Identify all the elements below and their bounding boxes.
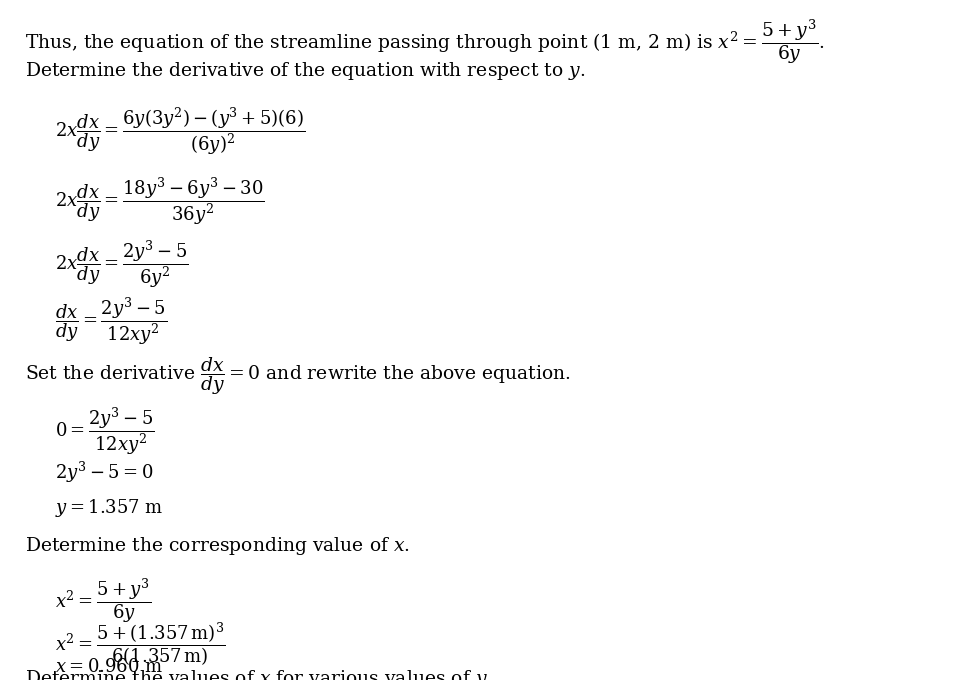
Text: $y = 1.357$ m: $y = 1.357$ m — [55, 497, 163, 519]
Text: $2x\dfrac{dx}{dy} = \dfrac{6y(3y^2)-(y^3+5)(6)}{(6y)^2}$: $2x\dfrac{dx}{dy} = \dfrac{6y(3y^2)-(y^3… — [55, 105, 305, 156]
Text: $0 = \dfrac{2y^3-5}{12xy^2}$: $0 = \dfrac{2y^3-5}{12xy^2}$ — [55, 405, 154, 457]
Text: $x^2 = \dfrac{5+y^3}{6y}$: $x^2 = \dfrac{5+y^3}{6y}$ — [55, 576, 151, 625]
Text: $2x\dfrac{dx}{dy} = \dfrac{18y^3-6y^3-30}{36y^2}$: $2x\dfrac{dx}{dy} = \dfrac{18y^3-6y^3-30… — [55, 175, 264, 226]
Text: $\dfrac{dx}{dy} = \dfrac{2y^3-5}{12xy^2}$: $\dfrac{dx}{dy} = \dfrac{2y^3-5}{12xy^2}… — [55, 295, 167, 347]
Text: $x = 0.960$ m: $x = 0.960$ m — [55, 658, 163, 676]
Text: $x^2 = \dfrac{5+(1.357\,\mathrm{m})^3}{6(1.357\,\mathrm{m})}$: $x^2 = \dfrac{5+(1.357\,\mathrm{m})^3}{6… — [55, 620, 226, 668]
Text: Thus, the equation of the streamline passing through point (1 m, 2 m) is $x^2 = : Thus, the equation of the streamline pas… — [25, 18, 824, 67]
Text: Determine the values of $x$ for various values of $y$.: Determine the values of $x$ for various … — [25, 668, 491, 680]
Text: $2y^3 - 5 = 0$: $2y^3 - 5 = 0$ — [55, 460, 153, 486]
Text: Determine the corresponding value of $x$.: Determine the corresponding value of $x$… — [25, 535, 409, 557]
Text: Determine the derivative of the equation with respect to $y$.: Determine the derivative of the equation… — [25, 60, 584, 82]
Text: $2x\dfrac{dx}{dy} = \dfrac{2y^3-5}{6y^2}$: $2x\dfrac{dx}{dy} = \dfrac{2y^3-5}{6y^2}… — [55, 238, 189, 290]
Text: Set the derivative $\dfrac{dx}{dy} = 0$ and rewrite the above equation.: Set the derivative $\dfrac{dx}{dy} = 0$ … — [25, 355, 571, 397]
